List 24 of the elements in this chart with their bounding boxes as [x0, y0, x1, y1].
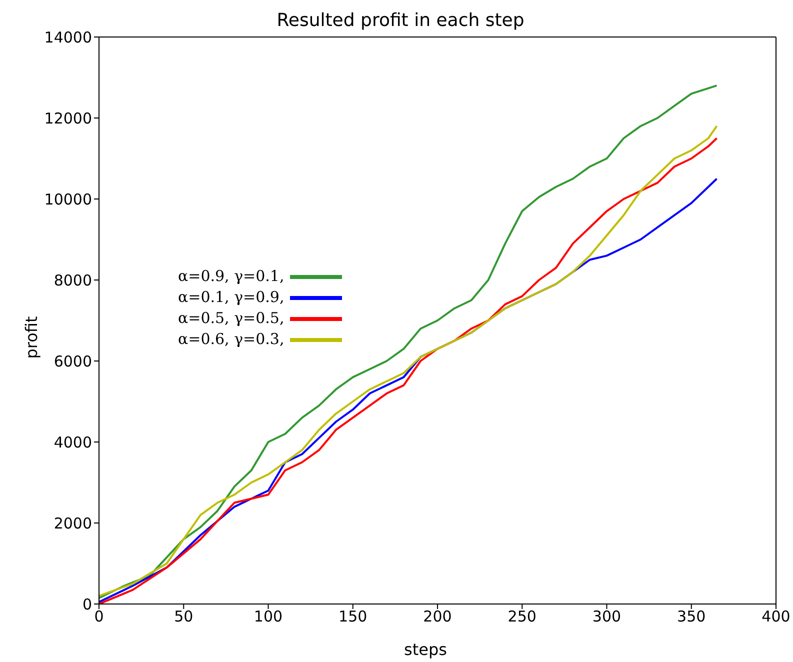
chart-title: Resulted profit in each step: [276, 10, 524, 31]
x-tick-label: 350: [677, 608, 706, 626]
y-tick-label: 2000: [54, 514, 92, 532]
y-axis-title: profit: [22, 316, 41, 359]
y-tick-label: 14000: [44, 28, 92, 46]
legend-label: α=0.9, γ=0.1,: [178, 266, 284, 287]
x-axis-title: steps: [403, 640, 448, 659]
legend-label: α=0.1, γ=0.9,: [178, 287, 284, 308]
x-tick-label: 0: [94, 608, 104, 626]
y-tick-label: 8000: [54, 271, 92, 290]
x-tick-label: 100: [254, 608, 283, 626]
x-tick-label: 150: [338, 608, 368, 626]
legend-label: α=0.6, γ=0.3,: [178, 329, 284, 350]
y-tick-label: 12000: [44, 109, 92, 128]
x-tick-label: 400: [762, 608, 790, 626]
x-tick-label: 250: [508, 608, 536, 626]
y-tick-label: 6000: [54, 352, 92, 370]
x-tick-label: 50: [174, 608, 194, 626]
y-tick-label: 10000: [44, 190, 92, 208]
x-tick-label: 300: [592, 608, 622, 626]
legend-label: α=0.5, γ=0.5,: [178, 308, 284, 329]
y-tick-label: 0: [82, 595, 92, 614]
x-tick-label: 200: [423, 608, 452, 626]
y-tick-label: 4000: [54, 433, 92, 452]
